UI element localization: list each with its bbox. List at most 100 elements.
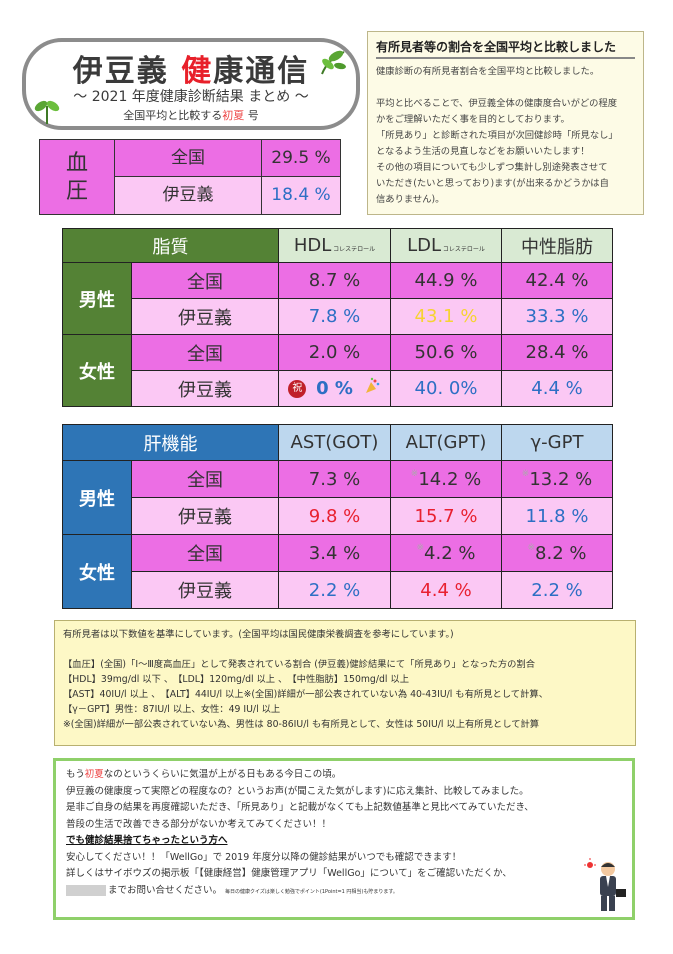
table-cell: 11.8 % — [501, 497, 613, 535]
table-cell-asterisk: ※4.2 % — [390, 534, 502, 572]
criteria-line — [63, 642, 627, 657]
note-line: 平均と比べることで、伊豆義全体の健康度合いがどの程度 — [376, 98, 618, 109]
liver-header: 肝機能 — [62, 424, 279, 461]
row-label: 全国 — [131, 334, 279, 371]
edition-suffix: 号 — [244, 109, 259, 122]
message-line: 安心してください！！「WellGo」で 2019 年度分以降の健診結果がいつでも… — [66, 851, 462, 863]
table-cell-asterisk: ※13.2 % — [501, 460, 613, 498]
table-cell: 15.7 % — [390, 497, 502, 535]
asterisk-mark: ※ — [416, 542, 425, 553]
row-label: 伊豆義 — [131, 497, 279, 535]
message-line: までお問い合せください。 毎日の健康クイズは楽しく勉強でポイント(1Point=… — [66, 883, 622, 901]
redacted-contact — [66, 884, 106, 896]
season-highlight: 初夏 — [84, 769, 104, 780]
message-text: なのというくらいに気温が上がる日もある今日この頃。 — [103, 769, 342, 780]
note-title: 有所見者等の割合を全国平均と比較しました — [376, 38, 635, 59]
note-line: 信ありません)。 — [376, 194, 445, 205]
note-line: となるよう生活の見直しなどをお願いいたします！ — [376, 146, 590, 157]
criteria-line: 有所見者は以下数値を基準にしています。(全国平均は国民健康栄養調査を参考にしてい… — [63, 629, 454, 640]
row-label: 伊豆義 — [131, 571, 279, 609]
table-cell: 2.2 % — [501, 571, 613, 609]
lipid-female-label: 女性 — [62, 334, 132, 407]
table-cell: 3.4 % — [278, 534, 391, 572]
table-cell: 40. 0% — [390, 370, 502, 407]
liver-col-ast: AST(GOT) — [278, 424, 391, 461]
note-line: 健康診断の有所見者割合を全国平均と比較しました。 — [376, 66, 600, 77]
party-popper-icon — [363, 377, 381, 400]
table-cell: 2.0 % — [278, 334, 391, 371]
table-cell: 14.2 % — [418, 468, 482, 490]
message-line: 是非ご自身の結果を再度確認いただき、「所見あり」と記載がなくても上記数値基準と見… — [66, 802, 534, 813]
liver-female-label: 女性 — [62, 534, 132, 609]
col-main: LDL — [407, 235, 441, 256]
page-subtitle: ～ 2021 年度健康診断結果 まとめ ～ — [73, 89, 309, 105]
bp-row-national-value: 29.5 % — [262, 140, 340, 177]
table-cell: 44.9 % — [390, 262, 502, 299]
bp-row-company-label: 伊豆義 — [115, 177, 262, 214]
page-edition: 全国平均と比較する初夏 号 — [26, 107, 356, 123]
col-small: コレステロール — [331, 246, 376, 253]
table-cell: 0 % — [316, 377, 353, 399]
table-cell: 4.4 % — [390, 571, 502, 609]
table-cell: 42.4 % — [501, 262, 613, 299]
asterisk-mark: ※ — [527, 542, 536, 553]
asterisk-mark: ※ — [410, 468, 419, 479]
title-part2-rest: 康通信 — [213, 54, 310, 89]
table-cell: 2.2 % — [278, 571, 391, 609]
message-heading: でも健診結果捨てちゃったという方へ — [66, 835, 228, 846]
fine-print: 毎日の健康クイズは楽しく勉強でポイント(1Point=1 円相当)も貯まります。 — [225, 888, 398, 895]
bp-label-char-1: 血 — [65, 151, 88, 176]
message-text: もう — [66, 769, 85, 780]
celebrate-cell: 祝 0 % — [278, 370, 391, 407]
blood-pressure-table: 血 圧 全国 29.5 % 伊豆義 18.4 % — [39, 139, 341, 215]
message-line: 普段の生活で改善できる部分がないか考えてみてください！！ — [66, 818, 332, 830]
lipid-col-ldl: LDL コレステロール — [390, 228, 502, 263]
criteria-line: 【血圧】(全国)「Ⅰ～Ⅲ度高血圧」として発表されている割合 (伊豆義)健診結果に… — [63, 659, 536, 670]
table-cell: 13.2 % — [529, 468, 593, 490]
bp-row-company-value: 18.4 % — [262, 177, 340, 214]
table-cell: 8.7 % — [278, 262, 391, 299]
criteria-line: 【AST】40IU/l 以上 、 【ALT】44IU/l 以上※(全国)詳細が一… — [63, 689, 548, 700]
row-label: 全国 — [131, 534, 279, 572]
leaf-icon — [34, 100, 60, 124]
bp-label-char-2: 圧 — [65, 179, 88, 204]
table-cell: 8.2 % — [535, 542, 587, 564]
edition-season: 初夏 — [222, 109, 245, 122]
lipid-col-hdl: HDL コレステロール — [278, 228, 391, 263]
message-box: もう初夏なのというくらいに気温が上がる日もある今日この頃。 伊豆義の健康度って実… — [53, 758, 635, 920]
message-line: 詳しくはサイボウズの掲示板「【健康経営】健康管理アプリ「WellGo」について」… — [66, 868, 512, 879]
comparison-note: 有所見者等の割合を全国平均と比較しました 健康診断の有所見者割合を全国平均と比較… — [367, 31, 644, 215]
table-cell: 28.4 % — [501, 334, 613, 371]
criteria-line: 【γ－GPT】男性：87IU/l 以上、女性：49 IU/l 以上 — [63, 704, 281, 715]
table-cell-asterisk: ※14.2 % — [390, 460, 502, 498]
message-line: 伊豆義の健康度って実際どの程度なの？というお声(が聞こえた気がします)に応え集計… — [66, 785, 529, 797]
table-cell: 4.2 % — [424, 542, 476, 564]
lipid-table: 脂質 HDL コレステロール LDL コレステロール 中性脂肪 男性 全国 8.… — [62, 228, 613, 407]
note-line: 「所見あり」と診断された項目が次回健診時「所見なし」 — [376, 130, 618, 141]
note-line: その他の項目についても少しずつ集計し別途発表させて — [376, 162, 608, 173]
liver-col-alt: ALT(GPT) — [390, 424, 502, 461]
criteria-box: 有所見者は以下数値を基準にしています。(全国平均は国民健康栄養調査を参考にしてい… — [54, 620, 636, 746]
table-cell: 7.3 % — [278, 460, 391, 498]
row-label: 全国 — [131, 460, 279, 498]
table-cell: 33.3 % — [501, 298, 613, 335]
bp-label: 血 圧 — [40, 140, 115, 214]
lipid-header: 脂質 — [62, 228, 279, 263]
row-label: 伊豆義 — [131, 370, 279, 407]
table-cell: 4.4 % — [501, 370, 613, 407]
title-part2-first: 健 — [181, 54, 214, 89]
page-title: 伊豆義 健康通信 — [26, 46, 356, 90]
liver-col-ggt: γ-GPT — [501, 424, 613, 461]
criteria-line: ※(全国)詳細が一部公表されていない為、男性は 80-86IU/l も有所見とし… — [63, 719, 540, 730]
table-cell: 50.6 % — [390, 334, 502, 371]
lipid-male-label: 男性 — [62, 262, 132, 335]
table-cell: 7.8 % — [278, 298, 391, 335]
row-label: 全国 — [131, 262, 279, 299]
table-cell-asterisk: ※8.2 % — [501, 534, 613, 572]
businessman-icon — [584, 858, 626, 911]
title-box: 伊豆義 健康通信 ～ 2021 年度健康診断結果 まとめ ～ 全国平均と比較する… — [22, 38, 360, 130]
note-line: いただき(たいと思っており)ます(が出来るかどうかは自 — [376, 178, 609, 189]
note-line: かをご理解いただく事を目的としております。 — [376, 114, 570, 125]
table-cell: 9.8 % — [278, 497, 391, 535]
message-text: までお問い合せください。 — [108, 884, 223, 896]
